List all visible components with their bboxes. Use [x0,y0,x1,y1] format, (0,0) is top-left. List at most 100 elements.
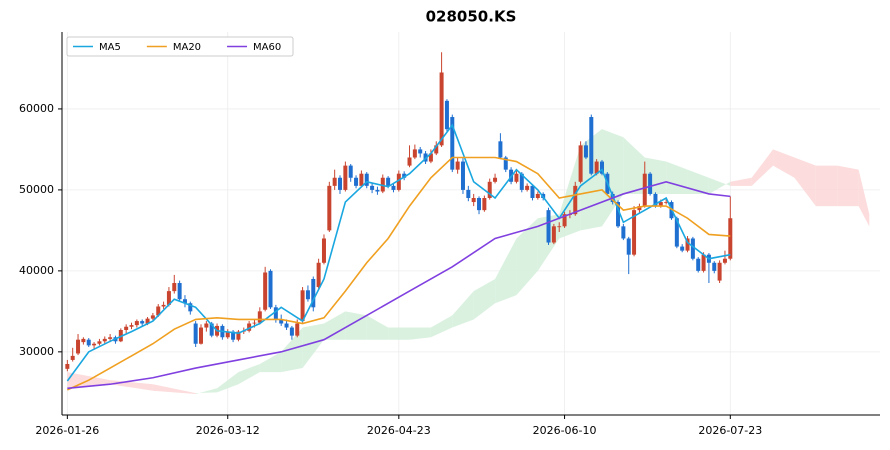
candle-body [701,254,706,271]
chart-title: 028050.KS [426,8,517,26]
cloud-segment [751,149,774,186]
cloud-segment [152,384,196,394]
cloud-segment [195,388,218,394]
candle-body [514,173,519,182]
candle-body [150,315,155,319]
candle-body [632,210,637,255]
candle-body [578,145,583,182]
candle-body [86,339,91,346]
candle-body [231,331,236,340]
cloud-segment [366,315,389,340]
candle-body [247,323,252,331]
cloud-segment [388,327,410,340]
candle-body [257,311,262,323]
y-tick-label: 40000 [19,264,54,277]
candle-body [279,319,284,324]
candle-body [268,270,273,308]
candle-body [102,338,107,342]
candle-body [225,331,230,338]
candle-body [557,226,562,228]
candle-body [589,117,594,174]
y-tick-label: 30000 [19,345,54,358]
cloud-segment [644,157,667,194]
candle-body [626,238,631,255]
cloud-segment [473,278,496,320]
candle-body [680,246,685,251]
candle-body [466,189,471,198]
candle-body [161,304,166,307]
candle-body [305,290,310,300]
cloud-segment [815,165,838,207]
candle-body [263,272,268,310]
candle-body [289,327,294,336]
candle-body [252,322,257,324]
candle-body [648,173,653,194]
candle-body [316,262,321,288]
candle-body [493,177,498,182]
candle-body [418,149,423,154]
candle-body [712,262,717,271]
candle-body [140,321,145,324]
candle-body [236,331,241,340]
candle-body [674,218,679,247]
candle-body [444,100,449,130]
candle-body [284,323,289,328]
candle-body [525,185,530,190]
candle-body [295,323,300,336]
candle-body [193,323,198,344]
candle-body [573,185,578,215]
candle-body [182,299,187,304]
candle-body [375,189,380,192]
candle-body [428,153,433,162]
candle-body [653,193,658,207]
candle-body [129,325,134,327]
candle-body [637,206,642,211]
cloud-segment [773,149,795,178]
candle-body [396,173,401,190]
candle-body [503,157,508,170]
cloud-segment [323,311,346,340]
candle-body [482,197,487,211]
cloud-segment [495,238,517,304]
candle-body [188,303,193,312]
x-tick-label: 2026-03-12 [196,424,260,437]
x-tick-label: 2026-07-23 [698,424,762,437]
candle-body [204,323,209,328]
candle-body [108,337,113,339]
y-tick-label: 50000 [19,183,54,196]
candle-body [728,218,733,259]
candle-body [685,238,690,251]
ma-line [67,156,731,391]
x-tick-label: 2026-06-10 [533,424,597,437]
candle-body [81,338,86,343]
cloud-segment [858,169,870,227]
cloud-segment [516,218,538,296]
candle-body [134,321,139,326]
candle-body [199,327,204,344]
candle-body [92,343,97,346]
candle-body [621,226,626,239]
candle-body [616,202,621,227]
cloud-segment [259,351,282,373]
candle-body [530,185,535,198]
candle-body [402,173,407,178]
candle-body [166,291,171,305]
candle-body [172,283,177,292]
cloud-segment [409,327,431,340]
candle-body [156,306,161,316]
candle-body [370,185,375,190]
candle-body [551,226,556,243]
candle-body [343,165,348,190]
candle-body [300,290,305,322]
legend-label: MA60 [253,42,281,53]
candle-body [583,145,588,158]
candle-body [450,117,455,170]
candle-body [696,258,701,271]
cloud-segment [730,177,752,186]
candle-body [407,157,412,166]
cloud-segment [281,327,303,373]
candle-body [535,193,540,198]
candle-body [642,173,647,207]
candle-body [487,181,492,198]
